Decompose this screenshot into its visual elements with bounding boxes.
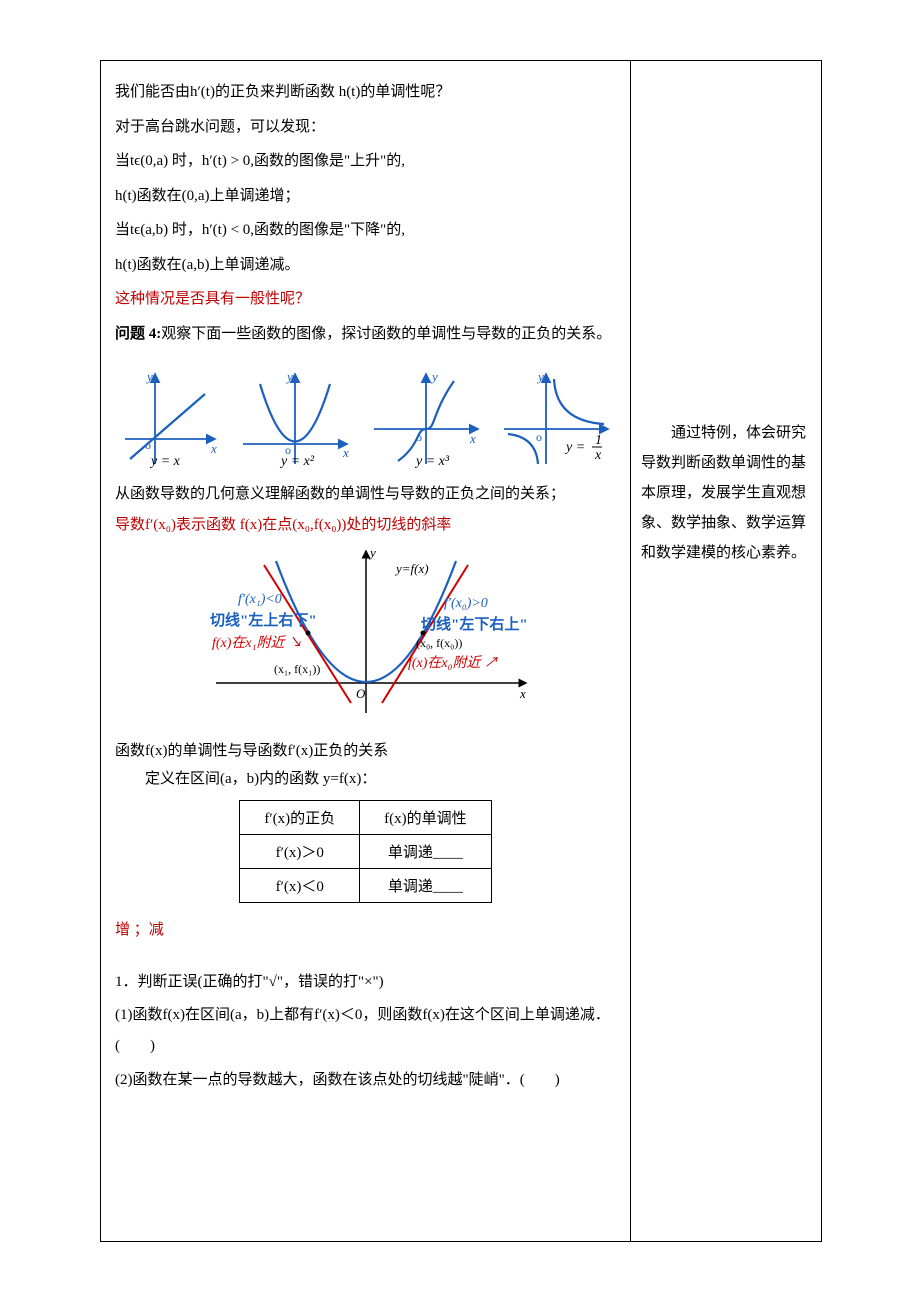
svg-text:(x₀, f(x₀)): (x₀, f(x₀))	[416, 636, 462, 650]
q4-text: 观察下面一些函数的图像，探讨函数的单调性与导数的正负的关系。	[161, 326, 611, 342]
text-line-red: 导数f′(x₀)表示函数 f(x)在点(x₀,f(x₀))处的切线的斜率	[115, 512, 616, 539]
table-row: f′(x)的正负 f(x)的单调性	[240, 800, 491, 834]
tf-title: 1．判断正误(正确的打"√"，错误的打"×")	[115, 965, 616, 1000]
svg-text:o: o	[536, 430, 542, 444]
text-line-red: 这种情况是否具有一般性呢？	[115, 282, 616, 317]
svg-text:y =: y =	[564, 440, 585, 455]
col-header: f′(x)的正负	[240, 800, 360, 834]
svg-text:y: y	[368, 545, 376, 560]
side-column: 通过特例，体会研究导数判断函数单调性的基本原理，发展学生直观想象、数学抽象、数学…	[631, 61, 820, 1241]
svg-text:x: x	[469, 431, 476, 446]
relation-table: f′(x)的正负 f(x)的单调性 f′(x)＞0 单调递____ f′(x)＜…	[239, 800, 491, 903]
text-line: 从函数导数的几何意义理解函数的单调性与导数的正负之间的关系；	[115, 477, 616, 512]
side-spacer	[641, 73, 810, 418]
center-tangent-figure: y x O y=f(x) f′(x₀)>0 切线"左下右上" (x₀, f(x₀…	[115, 543, 616, 723]
svg-text:y: y	[145, 369, 153, 384]
graph-y-eq-x3: y x o y = x³	[366, 369, 486, 469]
svg-text:y = x²: y = x²	[279, 454, 315, 469]
col-header: f(x)的单调性	[360, 800, 492, 834]
svg-text:(x₁, f(x₁)): (x₁, f(x₁))	[274, 662, 320, 676]
svg-text:x: x	[342, 445, 349, 460]
svg-text:切线"左上右下": 切线"左上右下"	[210, 611, 317, 629]
table-cell: 单调递____	[360, 868, 492, 902]
tf-item: (1)函数f(x)在区间(a，b)上都有f′(x)＜0，则函数f(x)在这个区间…	[115, 1000, 616, 1063]
answers: 增 ；减	[115, 913, 616, 948]
table-row: f′(x)＞0 单调递____	[240, 834, 491, 868]
svg-text:y: y	[285, 369, 293, 384]
text-line: 当tϵ(a,b) 时，h′(t) < 0,函数的图像是"下降"的,	[115, 213, 616, 248]
text-line: 当tϵ(0,a) 时，h′(t) > 0,函数的图像是"上升"的,	[115, 144, 616, 179]
svg-text:O: O	[356, 686, 366, 701]
table-cell: 单调递____	[360, 834, 492, 868]
svg-text:y: y	[536, 369, 544, 384]
svg-text:y: y	[430, 369, 438, 384]
graph-y-eq-x2: y x o y = x²	[235, 369, 355, 469]
svg-text:y = x³: y = x³	[414, 454, 450, 469]
svg-text:x: x	[594, 448, 602, 463]
relation-def: 定义在区间(a，b)内的函数 y=f(x)：	[115, 765, 616, 794]
svg-text:o: o	[145, 438, 151, 452]
text-line: 对于高台跳水问题，可以发现：	[115, 110, 616, 145]
svg-text:x: x	[519, 686, 526, 701]
table-row: f′(x)＜0 单调递____	[240, 868, 491, 902]
four-graphs-row: y x o y = x y x o y = x² y x o y = x³ y …	[115, 369, 616, 469]
table-cell: f′(x)＜0	[240, 868, 360, 902]
svg-text:切线"左下右上": 切线"左下右上"	[421, 615, 528, 633]
side-paragraph: 通过特例，体会研究导数判断函数单调性的基本原理，发展学生直观想象、数学抽象、数学…	[641, 418, 810, 568]
table-cell: f′(x)＞0	[240, 834, 360, 868]
svg-text:1: 1	[595, 433, 602, 448]
graph-y-eq-1overx: y o y = 1 x	[496, 369, 616, 469]
svg-text:y=f(x): y=f(x)	[394, 561, 429, 576]
svg-text:o: o	[416, 430, 422, 444]
main-column: 我们能否由h′(t)的正负来判断函数 h(t)的单调性呢？ 对于高台跳水问题，可…	[101, 61, 631, 1241]
text-line: h(t)函数在(0,a)上单调递增；	[115, 179, 616, 214]
text-line: h(t)函数在(a,b)上单调递减。	[115, 248, 616, 283]
svg-text:x: x	[210, 441, 217, 456]
graph-y-eq-x: y x o y = x	[115, 369, 225, 469]
svg-text:f(x)在x₀附近 ↗: f(x)在x₀附近 ↗	[408, 655, 499, 671]
q4-label: 问题 4:	[115, 326, 161, 342]
text-line: 我们能否由h′(t)的正负来判断函数 h(t)的单调性呢？	[115, 75, 616, 110]
svg-text:f′(x₁)<0: f′(x₁)<0	[238, 592, 282, 607]
svg-text:f′(x₀)>0: f′(x₀)>0	[444, 596, 488, 611]
svg-text:y = x: y = x	[149, 454, 181, 469]
relation-title: 函数f(x)的单调性与导函数f′(x)正负的关系	[115, 737, 616, 766]
tf-item: (2)函数在某一点的导数越大，函数在该点处的切线越"陡峭"．( )	[115, 1063, 616, 1098]
question-4: 问题 4:观察下面一些函数的图像，探讨函数的单调性与导数的正负的关系。	[115, 317, 616, 352]
svg-text:f(x)在x₁附近 ↘: f(x)在x₁附近 ↘	[212, 635, 302, 651]
